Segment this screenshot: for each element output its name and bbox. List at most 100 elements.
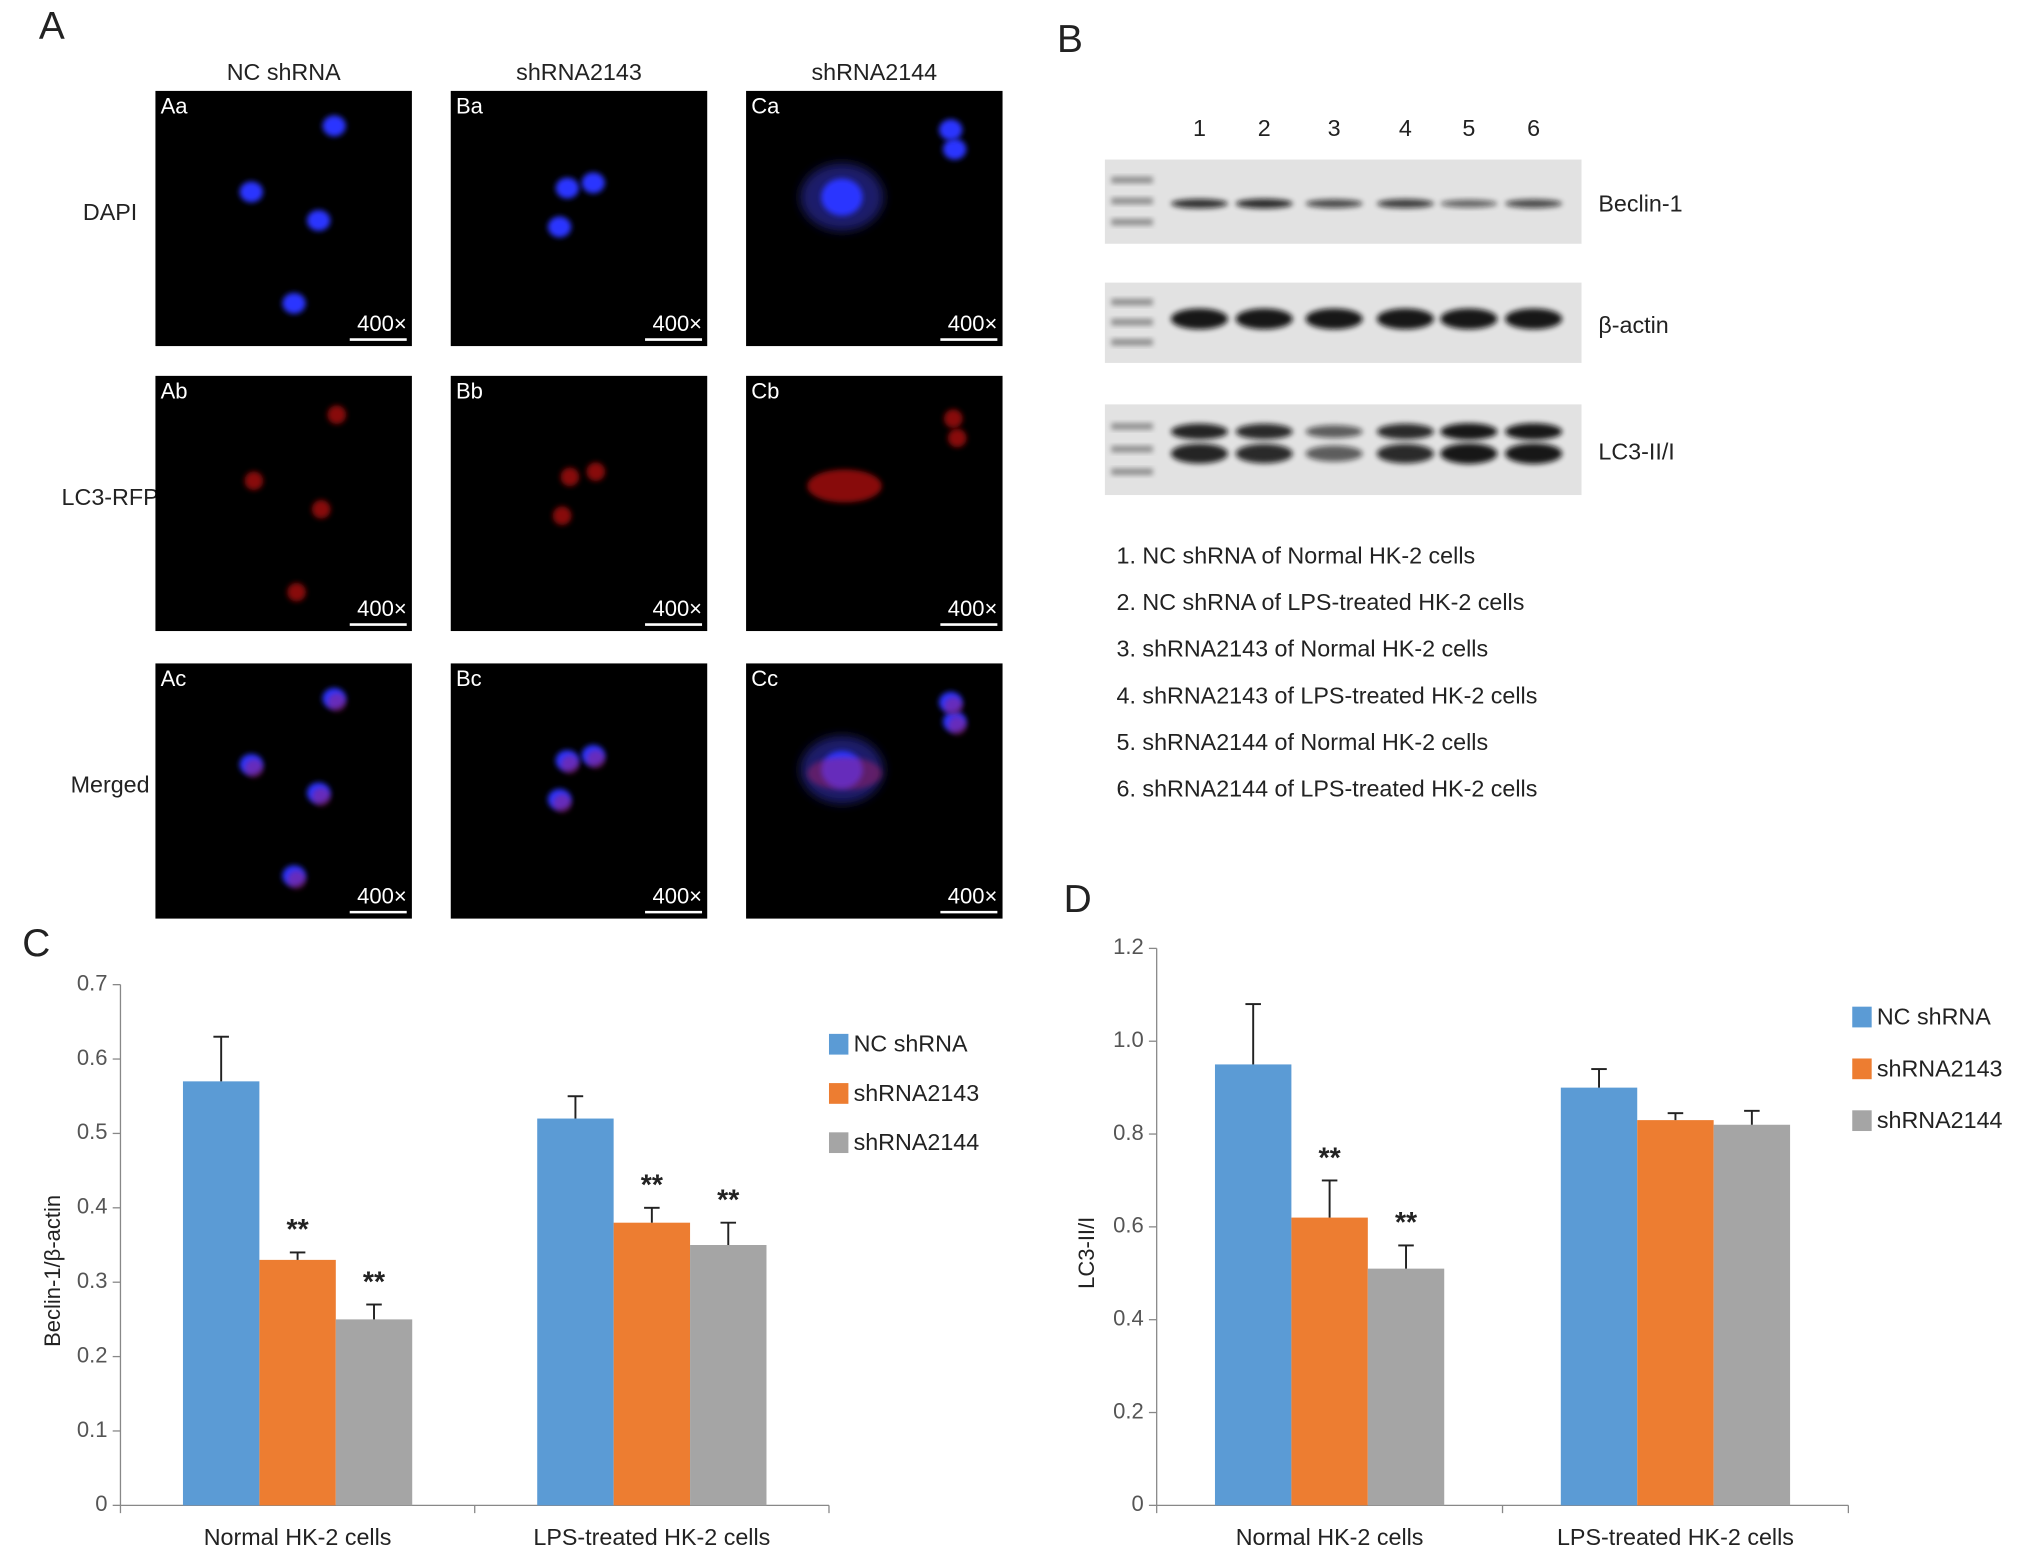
x-tick-label: Normal HK-2 cells	[204, 1524, 392, 1550]
error-bar	[1245, 1003, 1261, 1065]
ladder-band	[1111, 298, 1153, 306]
lc3-signal	[944, 696, 963, 716]
ladder-band	[1111, 176, 1153, 184]
magnification: 400×	[357, 311, 407, 336]
lc3-signal	[327, 405, 347, 425]
cell-label: Cb	[751, 379, 779, 404]
band	[1170, 423, 1228, 440]
band	[1505, 423, 1563, 440]
row-label: DAPI	[83, 199, 137, 225]
nucleus	[555, 177, 579, 199]
lc3-signal	[311, 787, 331, 807]
lc3-signal	[552, 793, 572, 813]
significance: **	[287, 1214, 310, 1246]
legend-label: shRNA2143	[854, 1080, 980, 1106]
band	[1305, 308, 1363, 330]
band	[1170, 198, 1228, 209]
legend-swatch	[828, 1083, 849, 1104]
band	[1376, 308, 1434, 330]
band	[1305, 425, 1363, 439]
nucleus	[239, 181, 263, 203]
y-axis-title: LC3-II/I	[1074, 1217, 1099, 1289]
band	[1305, 445, 1363, 462]
band	[1440, 199, 1498, 208]
band	[1505, 308, 1563, 330]
micrograph	[450, 375, 708, 632]
bar	[182, 1081, 260, 1506]
band	[1376, 199, 1434, 209]
bar	[537, 1118, 614, 1506]
ladder-band	[1111, 318, 1153, 326]
error-bar	[1321, 1179, 1338, 1218]
panel-label: B	[1057, 18, 1083, 61]
lc3-signal	[287, 582, 306, 602]
nucleus	[322, 115, 346, 137]
blot-label: Beclin-1	[1598, 191, 1682, 217]
lc3-signal	[244, 471, 264, 491]
band	[1505, 199, 1563, 208]
magnification: 400×	[652, 311, 702, 336]
lc3-signal	[287, 870, 306, 890]
panel-label: D	[1064, 878, 1092, 921]
lc3-signal	[311, 499, 331, 519]
band	[1505, 443, 1563, 464]
cell-label: Ac	[161, 666, 187, 691]
micrograph	[155, 375, 412, 632]
band	[1170, 308, 1228, 330]
significance: **	[363, 1266, 386, 1298]
y-tick-label: 0.4	[77, 1194, 108, 1219]
error-bar	[1398, 1244, 1414, 1269]
band	[1235, 443, 1293, 464]
micrograph	[450, 90, 708, 347]
lane-key: 3. shRNA2143 of Normal HK-2 cells	[1117, 636, 1489, 662]
bar	[1560, 1087, 1638, 1506]
bar	[690, 1245, 767, 1506]
significance: **	[1395, 1207, 1418, 1239]
nucleus	[282, 292, 306, 314]
y-tick-label: 0.3	[77, 1268, 108, 1293]
ladder-band	[1111, 218, 1153, 226]
x-tick-label: Normal HK-2 cells	[1236, 1524, 1424, 1550]
micrograph	[450, 663, 708, 919]
lane-key: 2. NC shRNA of LPS-treated HK-2 cells	[1117, 589, 1525, 615]
significance: **	[1319, 1142, 1342, 1174]
bar	[1214, 1064, 1292, 1506]
lc3-signal	[807, 469, 882, 503]
y-tick-label: 0	[1131, 1491, 1143, 1516]
y-tick-label: 1.0	[1113, 1027, 1144, 1052]
error-bar	[1667, 1112, 1684, 1121]
column-header: shRNA2143	[516, 59, 642, 85]
band	[1376, 443, 1434, 464]
y-tick-label: 0.6	[1113, 1213, 1144, 1238]
legend-swatch	[828, 1033, 849, 1055]
blot-label: LC3-II/I	[1598, 439, 1674, 465]
y-tick-label: 0.4	[1113, 1306, 1144, 1331]
nucleus	[939, 119, 963, 141]
error-bar	[644, 1206, 660, 1223]
column-header: NC shRNA	[227, 59, 341, 85]
y-tick-label: 0.2	[1113, 1398, 1144, 1423]
cell-label: Aa	[161, 94, 189, 119]
lane-number: 2	[1258, 115, 1271, 141]
micrograph	[746, 90, 1003, 347]
band	[1440, 443, 1498, 464]
bar	[1713, 1124, 1791, 1506]
lc3-signal	[947, 428, 967, 448]
error-bar	[720, 1221, 737, 1246]
row-label: Merged	[71, 772, 150, 798]
significance: **	[717, 1184, 740, 1216]
band	[1235, 308, 1293, 330]
micrograph	[746, 663, 1003, 919]
lane-key: 5. shRNA2144 of Normal HK-2 cells	[1117, 729, 1489, 755]
magnification: 400×	[652, 884, 702, 909]
band	[1170, 443, 1228, 464]
error-bar	[289, 1251, 306, 1260]
bar	[1367, 1268, 1445, 1506]
y-tick-label: 0.2	[77, 1342, 108, 1367]
legend-swatch	[1852, 1110, 1872, 1132]
lane-number: 6	[1527, 115, 1540, 141]
magnification: 400×	[948, 311, 998, 336]
nucleus	[821, 178, 863, 216]
